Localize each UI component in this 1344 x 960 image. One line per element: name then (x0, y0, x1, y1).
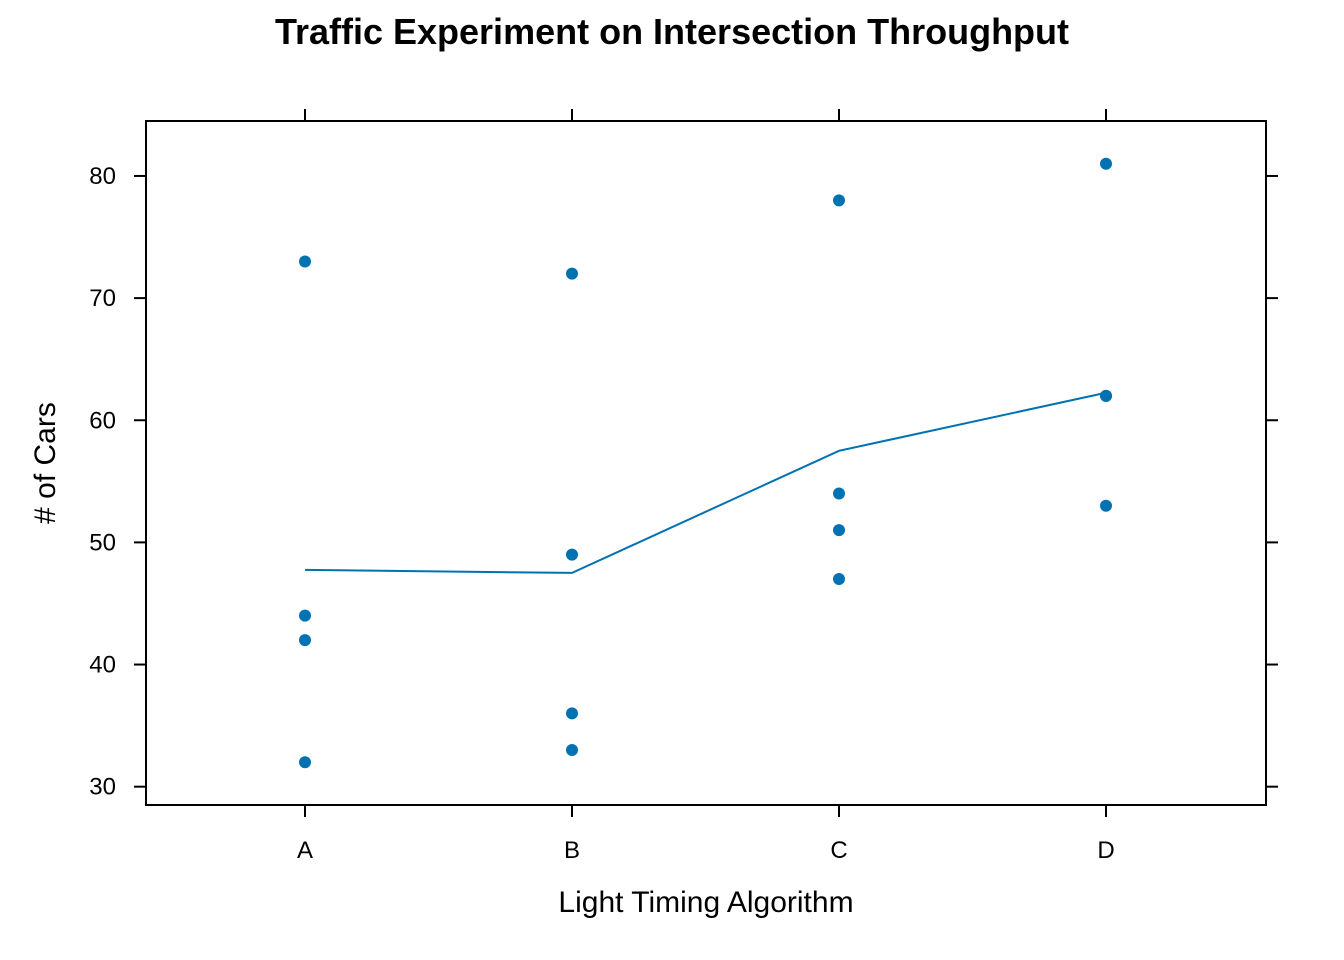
data-point (1100, 389, 1112, 402)
data-point (299, 634, 311, 647)
y-tick-label: 50 (89, 529, 116, 556)
data-point (299, 609, 311, 622)
x-tick-label: B (564, 837, 580, 864)
data-point (833, 573, 845, 586)
y-tick-label: 30 (89, 774, 116, 801)
data-point (566, 707, 578, 720)
y-axis-label: # of Cars (29, 402, 62, 524)
y-tick-label: 40 (89, 652, 116, 679)
trend-line-layer (304, 391, 1107, 574)
data-point (833, 487, 845, 500)
data-point (1100, 157, 1112, 170)
data-points-layer (299, 157, 1112, 769)
x-axis-label: Light Timing Algorithm (558, 886, 853, 919)
plot-frame (145, 120, 1267, 806)
axis-ticks: A B C D 30 40 50 60 70 80 (89, 109, 1278, 864)
data-point (1100, 499, 1112, 512)
mean-trend-line (304, 391, 1107, 574)
data-point (566, 548, 578, 561)
x-tick-label: D (1097, 837, 1114, 864)
data-point (566, 744, 578, 757)
chart-title: Traffic Experiment on Intersection Throu… (275, 11, 1069, 52)
data-point (833, 524, 845, 537)
data-point (299, 255, 311, 268)
data-point (566, 267, 578, 280)
y-tick-label: 60 (89, 407, 116, 434)
data-point (833, 194, 845, 207)
x-tick-label: A (297, 837, 313, 864)
x-tick-label: C (830, 837, 847, 864)
y-tick-label: 80 (89, 163, 116, 190)
y-tick-label: 70 (89, 285, 116, 312)
data-point (299, 756, 311, 769)
